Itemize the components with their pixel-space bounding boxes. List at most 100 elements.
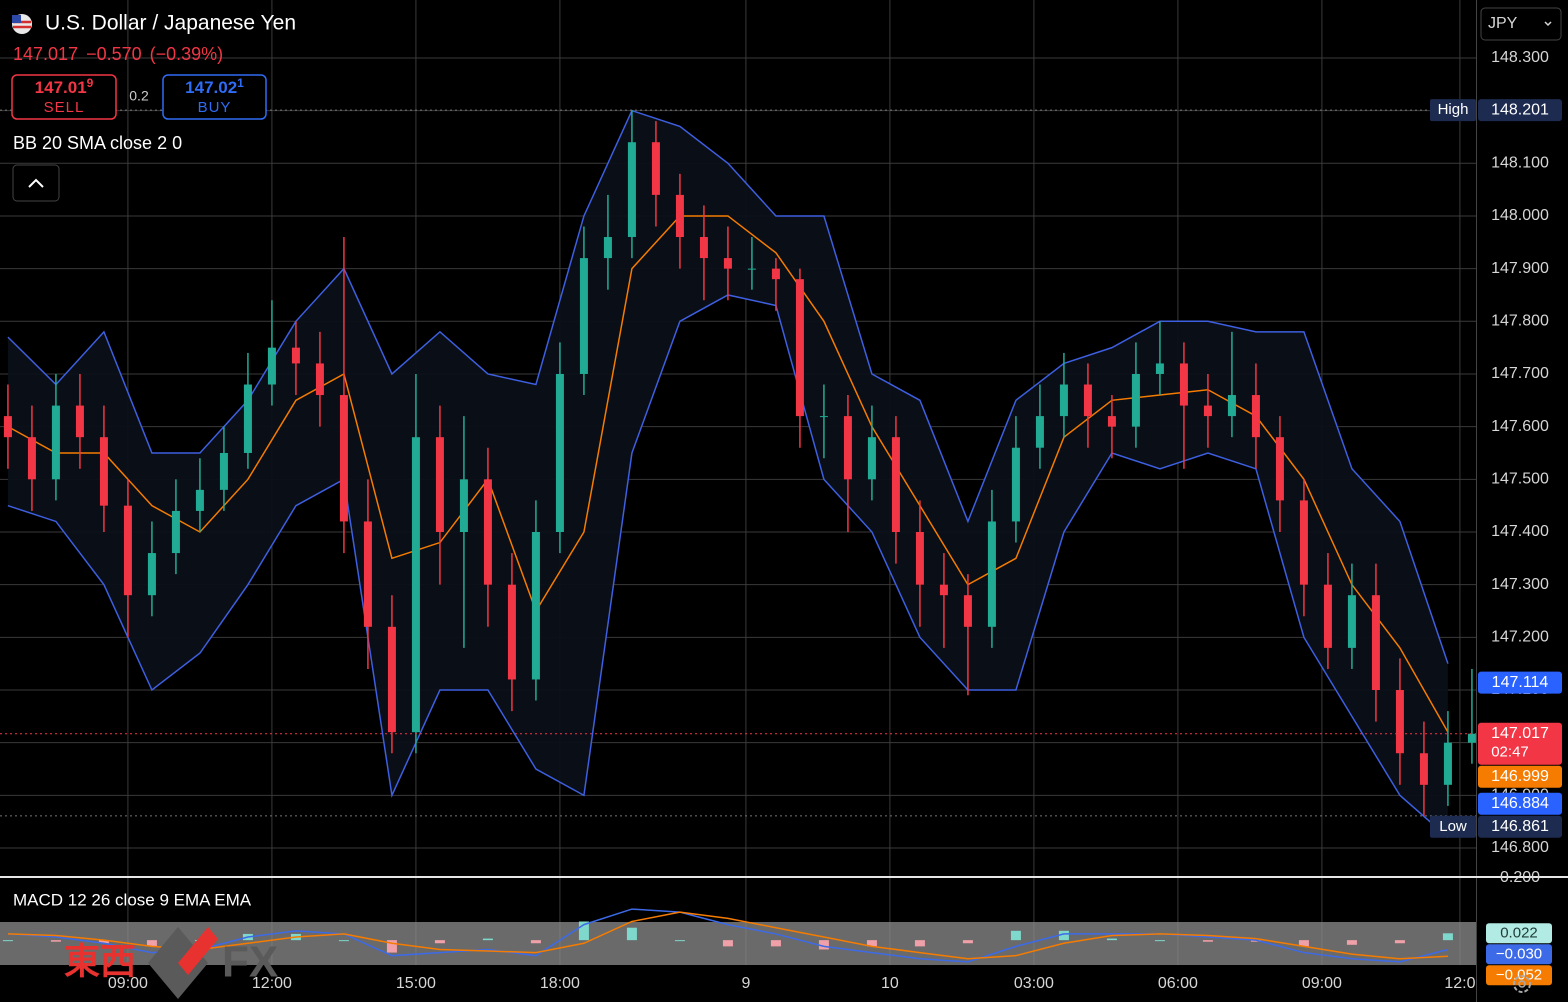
price-badge xyxy=(1478,765,1562,788)
macd-histogram-bar xyxy=(866,940,877,947)
candle-body xyxy=(1467,733,1476,743)
y-tick-label: 147.800 xyxy=(1491,313,1549,330)
macd-badge-label: −0.052 xyxy=(1496,966,1542,983)
level-tag xyxy=(1430,815,1476,838)
price-change-part: (−0.39%) xyxy=(150,44,224,64)
candle-body xyxy=(75,405,84,438)
settings-button[interactable] xyxy=(1513,975,1531,993)
y-tick-label: 148.100 xyxy=(1491,155,1549,172)
candle-body xyxy=(843,416,852,480)
macd-histogram-bar xyxy=(1154,940,1165,942)
buy-box[interactable] xyxy=(162,74,267,120)
collapse-chevron[interactable] xyxy=(28,178,44,188)
candle-body xyxy=(1083,384,1092,417)
candle-body xyxy=(387,626,396,733)
level-tag xyxy=(1430,99,1476,122)
sell-box[interactable] xyxy=(11,74,117,120)
symbol-title: U.S. Dollar / Japanese Yen xyxy=(45,12,296,35)
candle-body xyxy=(507,584,516,680)
y-tick-label: 147.200 xyxy=(1491,629,1549,646)
macd-histogram-bar xyxy=(434,940,445,944)
x-tick-label: 15:00 xyxy=(396,975,436,992)
watermark-cjk: 東西 xyxy=(64,941,136,982)
candle-body xyxy=(363,521,372,627)
macd-title: MACD 12 26 close 9 EMA EMA xyxy=(13,890,252,909)
dropdown-box[interactable] xyxy=(1480,7,1562,41)
price-change-part: −0.570 xyxy=(86,44,142,64)
buy-button[interactable]: 147.021 BUY xyxy=(162,74,267,120)
macd-histogram-bar xyxy=(1298,940,1309,947)
candle-body xyxy=(99,437,108,506)
candle-body xyxy=(963,595,972,627)
candle-body xyxy=(219,452,228,490)
y-tick-label: 147.600 xyxy=(1491,418,1549,435)
macd-histogram-bar xyxy=(578,921,589,941)
candle-body xyxy=(1347,595,1356,648)
x-tick-label: 09:00 xyxy=(108,975,148,992)
macd-histogram-bar xyxy=(1346,940,1357,945)
price-change-part: 147.017 xyxy=(13,44,78,64)
macd-badge-label: 0.022 xyxy=(1500,924,1538,941)
countdown-label: 02:47 xyxy=(1491,744,1529,761)
buy-price[interactable]: 147.021 xyxy=(185,76,244,97)
candle-body xyxy=(459,479,468,532)
candle-body xyxy=(291,347,300,364)
candle-body xyxy=(819,416,828,418)
candle-body xyxy=(1275,437,1284,501)
buy-label[interactable]: BUY xyxy=(198,99,232,116)
level-tag-label: Low xyxy=(1439,818,1467,835)
candle-body xyxy=(171,510,180,554)
candle-body xyxy=(651,142,660,195)
candle-body xyxy=(627,142,636,238)
candle-body xyxy=(1299,500,1308,585)
sell-price-main[interactable]: 147.01 xyxy=(35,78,87,97)
macd-histogram-bar xyxy=(962,940,973,944)
currency-label[interactable]: JPY xyxy=(1488,15,1518,32)
collapse-button[interactable] xyxy=(12,164,60,202)
candle-body xyxy=(51,405,60,480)
dropdown-chevron[interactable] xyxy=(1544,21,1552,27)
level-tag-label: High xyxy=(1438,101,1469,118)
candle-body xyxy=(1443,742,1452,785)
candle-body xyxy=(1131,373,1140,427)
settings-icon[interactable] xyxy=(1513,975,1531,993)
macd-histogram-bar xyxy=(482,938,493,941)
price-badge-label: 147.017 xyxy=(1491,725,1549,742)
sell-price-pip[interactable]: 9 xyxy=(87,76,94,90)
candle-body xyxy=(339,395,348,522)
x-tick-label: 09:00 xyxy=(1302,975,1342,992)
macd-histogram-bar xyxy=(722,940,733,947)
x-tick-label: 10 xyxy=(881,975,899,992)
price-badge xyxy=(1478,722,1562,765)
candle-body xyxy=(411,437,420,733)
x-tick-label: 12:00 xyxy=(252,975,292,992)
candle-body xyxy=(123,505,132,596)
currency-dropdown[interactable]: JPY xyxy=(1480,7,1562,41)
candle-body xyxy=(1035,416,1044,448)
sell-label[interactable]: SELL xyxy=(44,99,85,116)
candle-body xyxy=(1011,447,1020,522)
candle-body xyxy=(1179,363,1188,406)
macd-line xyxy=(7,908,1449,963)
macd-histogram-bar xyxy=(1106,938,1117,941)
price-badge xyxy=(1478,99,1562,122)
macd-histogram-bar xyxy=(770,940,781,947)
collapse-box[interactable] xyxy=(12,164,60,202)
candle-body xyxy=(1107,416,1116,427)
sell-price[interactable]: 147.019 xyxy=(35,76,94,97)
y-tick-label: 146.800 xyxy=(1491,839,1549,856)
price-badge-label: 146.884 xyxy=(1491,795,1549,812)
macd-badge xyxy=(1486,944,1552,965)
candle-body xyxy=(1203,405,1212,417)
candle-body xyxy=(1227,395,1236,417)
buy-price-pip[interactable]: 1 xyxy=(237,76,244,90)
candle-body xyxy=(1155,363,1164,374)
y-tick-label: 147.400 xyxy=(1491,523,1549,540)
price-badge xyxy=(1478,792,1562,815)
buy-price-main[interactable]: 147.02 xyxy=(185,78,237,97)
settings-icon-core[interactable] xyxy=(1518,980,1526,988)
candle-body xyxy=(987,521,996,627)
candle-body xyxy=(1323,584,1332,648)
